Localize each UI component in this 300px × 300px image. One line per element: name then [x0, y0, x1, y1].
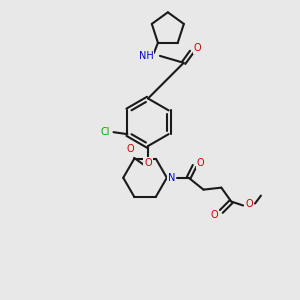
Text: O: O	[126, 144, 134, 154]
Text: O: O	[197, 158, 204, 168]
Text: O: O	[245, 200, 253, 209]
Text: NH: NH	[139, 51, 153, 61]
Text: O: O	[144, 158, 152, 168]
Text: Cl: Cl	[101, 127, 110, 137]
Text: O: O	[211, 210, 218, 220]
Text: N: N	[168, 173, 176, 183]
Text: O: O	[194, 43, 201, 53]
